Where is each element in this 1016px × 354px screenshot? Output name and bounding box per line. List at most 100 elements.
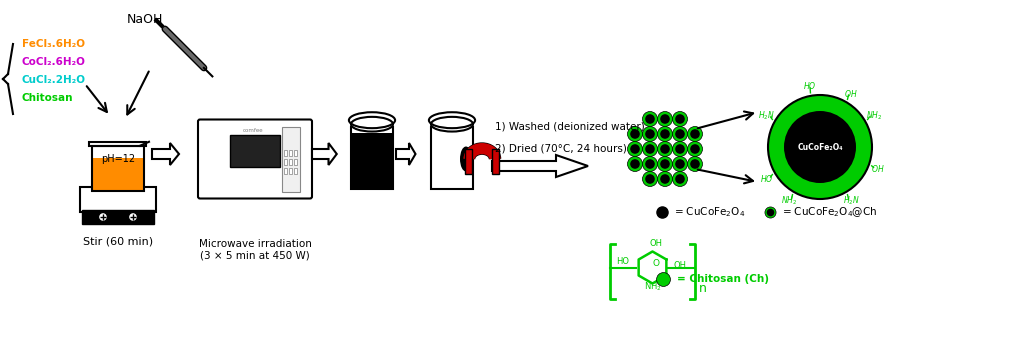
- Bar: [294, 168, 298, 174]
- Circle shape: [690, 159, 700, 169]
- Circle shape: [630, 129, 640, 139]
- Circle shape: [645, 174, 654, 184]
- Bar: [230, 135, 280, 167]
- Text: $HO$: $HO$: [760, 172, 773, 183]
- Circle shape: [688, 142, 702, 156]
- Circle shape: [657, 171, 673, 187]
- Bar: [80, 187, 156, 212]
- Circle shape: [642, 112, 657, 126]
- Bar: [92, 146, 144, 191]
- Bar: [289, 150, 293, 156]
- Bar: [465, 149, 472, 174]
- FancyArrow shape: [152, 143, 179, 165]
- Bar: [82, 210, 154, 224]
- Text: = CuCoFe$_2$O$_4$@Ch: = CuCoFe$_2$O$_4$@Ch: [782, 205, 878, 219]
- FancyArrow shape: [312, 143, 336, 165]
- Circle shape: [628, 126, 642, 142]
- Text: $OH$: $OH$: [872, 163, 885, 174]
- Circle shape: [673, 142, 688, 156]
- Circle shape: [645, 144, 654, 154]
- Text: $H_2N$: $H_2N$: [758, 110, 775, 122]
- Circle shape: [642, 171, 657, 187]
- Circle shape: [657, 126, 673, 142]
- FancyBboxPatch shape: [198, 120, 312, 199]
- Text: CuCl₂.2H₂O: CuCl₂.2H₂O: [22, 75, 86, 85]
- Circle shape: [690, 129, 700, 139]
- Circle shape: [690, 144, 700, 154]
- Text: $OH$: $OH$: [844, 88, 858, 99]
- Text: $NH_2$: $NH_2$: [781, 194, 798, 207]
- Circle shape: [676, 144, 685, 154]
- Text: Chitosan: Chitosan: [22, 93, 73, 103]
- Circle shape: [676, 129, 685, 139]
- Text: NaOH: NaOH: [127, 13, 164, 26]
- Circle shape: [645, 129, 654, 139]
- Circle shape: [657, 156, 673, 171]
- Circle shape: [673, 171, 688, 187]
- Bar: [284, 159, 288, 165]
- Text: FeCl₃.6H₂O: FeCl₃.6H₂O: [22, 39, 85, 49]
- Text: NH$_2$: NH$_2$: [644, 280, 661, 293]
- Circle shape: [630, 159, 640, 169]
- Bar: [89, 142, 146, 146]
- FancyArrow shape: [492, 155, 588, 177]
- Ellipse shape: [351, 117, 393, 132]
- Text: $NH_2$: $NH_2$: [866, 110, 882, 122]
- Circle shape: [660, 114, 670, 124]
- Circle shape: [657, 112, 673, 126]
- Circle shape: [676, 114, 685, 124]
- Text: Stir (60 min): Stir (60 min): [83, 236, 153, 246]
- Circle shape: [660, 159, 670, 169]
- Text: CoCl₂.6H₂O: CoCl₂.6H₂O: [22, 57, 86, 67]
- Circle shape: [688, 156, 702, 171]
- Bar: [289, 159, 293, 165]
- Circle shape: [642, 156, 657, 171]
- Circle shape: [128, 212, 137, 222]
- Bar: [294, 150, 298, 156]
- Circle shape: [660, 129, 670, 139]
- Circle shape: [645, 114, 654, 124]
- Text: Microwave irradiation
(3 × 5 min at 450 W): Microwave irradiation (3 × 5 min at 450 …: [198, 239, 312, 261]
- Bar: [294, 159, 298, 165]
- Text: pH=12: pH=12: [101, 154, 135, 164]
- Bar: [284, 168, 288, 174]
- Circle shape: [642, 126, 657, 142]
- Text: n: n: [699, 282, 707, 295]
- Bar: [431, 127, 473, 189]
- Circle shape: [628, 142, 642, 156]
- Text: = Chitosan (Ch): = Chitosan (Ch): [677, 274, 769, 284]
- Ellipse shape: [352, 117, 392, 131]
- Circle shape: [784, 111, 856, 183]
- Text: $HO$: $HO$: [803, 80, 816, 91]
- Circle shape: [768, 95, 872, 199]
- Bar: [284, 150, 288, 156]
- Circle shape: [660, 174, 670, 184]
- Ellipse shape: [460, 147, 472, 171]
- Text: OH: OH: [674, 261, 687, 269]
- Circle shape: [688, 126, 702, 142]
- Text: CuCoFe₂O₄: CuCoFe₂O₄: [798, 143, 843, 152]
- Text: O: O: [653, 259, 660, 268]
- Bar: [289, 168, 293, 174]
- Circle shape: [628, 156, 642, 171]
- Circle shape: [673, 126, 688, 142]
- Text: HO: HO: [616, 257, 629, 266]
- Circle shape: [676, 159, 685, 169]
- Circle shape: [660, 144, 670, 154]
- Text: $H_2N$: $H_2N$: [842, 194, 860, 207]
- Bar: [492, 149, 499, 174]
- Circle shape: [676, 174, 685, 184]
- Text: OH: OH: [650, 239, 663, 247]
- Text: = CuCoFe$_2$O$_4$: = CuCoFe$_2$O$_4$: [674, 205, 746, 219]
- Circle shape: [657, 142, 673, 156]
- Circle shape: [673, 112, 688, 126]
- Text: 2) Dried (70°C, 24 hours): 2) Dried (70°C, 24 hours): [495, 143, 627, 153]
- Circle shape: [673, 156, 688, 171]
- Bar: [282, 126, 300, 192]
- Bar: [351, 127, 393, 189]
- Circle shape: [630, 144, 640, 154]
- Text: comfee: comfee: [243, 127, 263, 132]
- Text: 1) Washed (deionized water): 1) Washed (deionized water): [495, 121, 645, 131]
- Bar: [352, 133, 392, 189]
- Bar: [93, 158, 143, 190]
